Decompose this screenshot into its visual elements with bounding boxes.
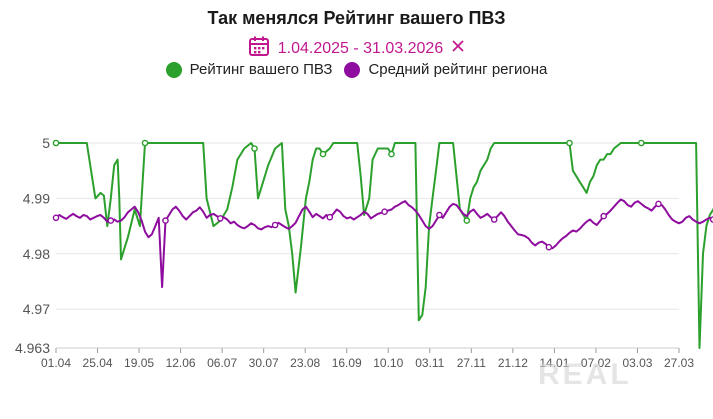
legend-dot-own	[165, 61, 182, 78]
series-marker[interactable]	[162, 217, 169, 224]
chart-title: Так менялся Рейтинг вашего ПВЗ	[207, 8, 506, 28]
series-marker[interactable]	[388, 150, 395, 158]
x-tick-label: 25.04	[83, 356, 113, 370]
series-group	[52, 139, 713, 349]
x-tick-label: 30.07	[249, 356, 279, 370]
series-marker[interactable]	[490, 216, 498, 223]
x-axis: 01.04 25.04 19.05 12.06 06.07 30.07 23.08 16.09…	[41, 347, 694, 370]
x-tick-label: 03.11	[415, 356, 444, 370]
series-line-region[interactable]	[55, 198, 713, 289]
x-tick-label: 10.10	[373, 356, 403, 370]
x-tick-label: 21.12	[498, 356, 528, 370]
series-marker[interactable]	[107, 217, 115, 224]
calendar-icon[interactable]	[248, 35, 270, 62]
y-tick-label: 4.98	[23, 246, 50, 262]
series-marker[interactable]	[381, 208, 388, 215]
x-tick-label: 12.06	[166, 356, 196, 370]
x-tick-label: 06.07	[207, 356, 237, 370]
series-marker[interactable]	[52, 139, 60, 147]
series-marker[interactable]	[709, 216, 713, 223]
x-tick-label: 23.08	[290, 356, 320, 370]
series-marker[interactable]	[216, 215, 224, 222]
legend-label-own: Рейтинг вашего ПВЗ	[189, 61, 333, 78]
x-tick-label: 14.01	[539, 356, 569, 370]
legend-label-region: Средний рейтинг региона	[368, 61, 548, 78]
series-marker[interactable]	[326, 213, 334, 221]
series-marker[interactable]	[655, 200, 662, 208]
series-marker[interactable]	[271, 221, 279, 229]
y-tick-label: 5	[42, 135, 50, 151]
legend-item-region[interactable]: Средний рейтинг региона	[344, 61, 547, 78]
series-marker[interactable]	[251, 145, 258, 152]
series-marker[interactable]	[141, 139, 149, 147]
y-axis: 5 4.99 4.98 4.97 4.963	[15, 135, 50, 356]
series-marker[interactable]	[52, 214, 60, 222]
series-marker[interactable]	[436, 211, 443, 219]
x-tick-label: 07.02	[581, 356, 611, 370]
grid-lines	[56, 142, 679, 349]
x-tick-label: 27.11	[457, 356, 486, 370]
x-tick-label: 01.04	[41, 356, 71, 370]
series-marker[interactable]	[545, 243, 553, 251]
x-tick-label: 03.03	[622, 356, 652, 370]
series-marker[interactable]	[319, 150, 327, 158]
close-icon[interactable]	[451, 39, 465, 58]
legend-item-own[interactable]: Рейтинг вашего ПВЗ	[165, 61, 333, 78]
y-tick-label: 4.963	[15, 340, 50, 356]
chart-legend: Рейтинг вашего ПВЗ Средний рейтинг регио…	[0, 61, 713, 78]
y-tick-label: 4.97	[23, 301, 50, 317]
date-range-text[interactable]: 1.04.2025 - 31.03.2026	[277, 39, 444, 57]
legend-dot-region	[344, 61, 361, 78]
date-range-picker[interactable]: 1.04.2025 - 31.03.2026	[0, 35, 713, 62]
x-tick-label: 16.09	[332, 356, 362, 370]
series-marker[interactable]	[463, 217, 471, 224]
series-line-own[interactable]	[56, 142, 713, 349]
watermark: REAL	[538, 358, 632, 391]
series-marker[interactable]	[566, 139, 573, 147]
x-tick-label: 27.03	[664, 356, 694, 370]
y-tick-label: 4.99	[23, 190, 50, 206]
series-marker[interactable]	[638, 139, 645, 147]
x-tick-label: 19.05	[124, 356, 154, 370]
series-marker[interactable]	[600, 212, 608, 220]
